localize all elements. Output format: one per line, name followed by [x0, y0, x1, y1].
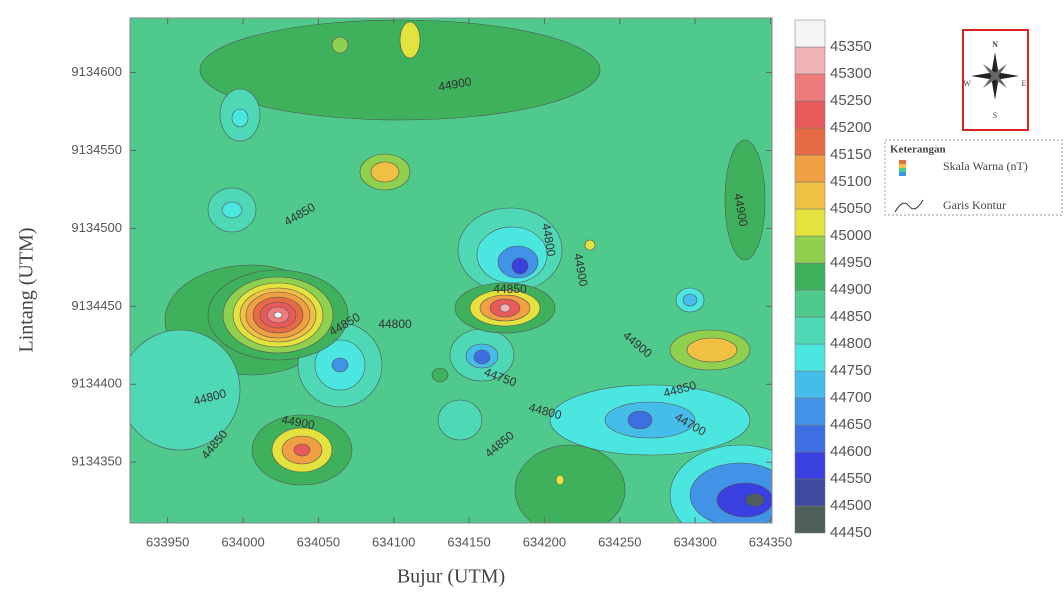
colorbar-label: 44700 [830, 389, 872, 406]
compass-s: S [993, 111, 997, 120]
colorbar-label: 45100 [830, 173, 872, 190]
contour-region [515, 445, 625, 535]
contour-region [274, 312, 282, 318]
colorbar-label: 44750 [830, 362, 872, 379]
x-tick-label: 634200 [523, 534, 566, 549]
y-tick-label: 9134500 [71, 220, 122, 235]
y-axis-label: Lintang (UTM) [16, 228, 38, 353]
x-tick-label: 634300 [673, 534, 716, 549]
colorbar-cell [795, 128, 825, 155]
contour-region [200, 20, 600, 120]
x-tick-label: 634000 [221, 534, 264, 549]
contour-region [294, 444, 310, 456]
map: 4490044850448504480044800448504490044750… [0, 0, 1064, 591]
contour-region [556, 475, 564, 485]
colorbar-cell [795, 344, 825, 371]
colorbar-cell [795, 101, 825, 128]
contour-region [512, 258, 528, 274]
colorbar-cell [795, 155, 825, 182]
colorbar-label: 44600 [830, 443, 872, 460]
y-tick-label: 9134550 [71, 142, 122, 157]
colorbar-cell [795, 263, 825, 290]
contour-region [500, 304, 510, 312]
contour-region [332, 358, 348, 372]
y-tick-label: 9134450 [71, 298, 122, 313]
legend-swatch [899, 160, 906, 164]
contour-region [474, 350, 490, 364]
contour-region [332, 37, 348, 53]
contour-region [585, 240, 595, 250]
colorbar-cell [795, 317, 825, 344]
colorbar-label: 44500 [830, 497, 872, 514]
x-tick-label: 634350 [749, 534, 792, 549]
legend-title: Keterangan [890, 144, 946, 156]
legend-swatch [899, 172, 906, 176]
y-tick-label: 9134400 [71, 376, 122, 391]
contour-region [687, 338, 737, 362]
colorbar-label: 45200 [830, 119, 872, 136]
contour-region [432, 368, 448, 382]
x-axis-label: Bujur (UTM) [397, 566, 505, 588]
x-tick-label: 634150 [447, 534, 490, 549]
colorbar-cell [795, 452, 825, 479]
x-tick-label: 634050 [297, 534, 340, 549]
contour-region [717, 483, 773, 517]
contour-region [371, 162, 399, 182]
colorbar-label: 45250 [830, 92, 872, 109]
colorbar-cell [795, 182, 825, 209]
colorbar-label: 44900 [830, 281, 872, 298]
x-tick-label: 634100 [372, 534, 415, 549]
contour-region [222, 202, 242, 218]
colorbar-cell [795, 398, 825, 425]
colorbar-label: 44800 [830, 335, 872, 352]
colorbar-label: 44550 [830, 470, 872, 487]
colorbar-label: 45150 [830, 146, 872, 163]
colorbar-label: 45350 [830, 38, 872, 55]
y-tick-label: 9134600 [71, 64, 122, 79]
colorbar-label: 45300 [830, 65, 872, 82]
contour-region [400, 22, 420, 58]
contour-region [683, 294, 697, 306]
colorbar-cell [795, 20, 825, 47]
colorbar-cell [795, 74, 825, 101]
legend-swatch [899, 164, 906, 168]
contour-label: 44800 [378, 317, 412, 331]
colorbar-cell [795, 371, 825, 398]
compass-e: E [1022, 79, 1027, 88]
colorbar-cell [795, 47, 825, 74]
colorbar-label: 44650 [830, 416, 872, 433]
colorbar-label: 45000 [830, 227, 872, 244]
x-tick-label: 634250 [598, 534, 641, 549]
colorbar-cell [795, 425, 825, 452]
contour-region [438, 400, 482, 440]
compass-n: N [992, 40, 998, 49]
legend-swatch [899, 168, 906, 172]
colorbar-cell [795, 209, 825, 236]
colorbar-label: 44850 [830, 308, 872, 325]
legend-item: Garis Kontur [943, 198, 1006, 212]
legend-item: Skala Warna (nT) [943, 159, 1028, 173]
x-tick-label: 633950 [146, 534, 189, 549]
colorbar-label: 45050 [830, 200, 872, 217]
y-tick-label: 9134350 [71, 454, 122, 469]
compass-w: W [963, 79, 971, 88]
contour-region [746, 494, 764, 506]
colorbar-cell [795, 479, 825, 506]
contour-label: 44850 [493, 282, 527, 296]
contour-region [232, 109, 248, 127]
colorbar-cell [795, 290, 825, 317]
contour-region [628, 411, 652, 429]
colorbar-label: 44450 [830, 524, 872, 541]
colorbar-cell [795, 236, 825, 263]
colorbar-label: 44950 [830, 254, 872, 271]
colorbar-cell [795, 506, 825, 533]
